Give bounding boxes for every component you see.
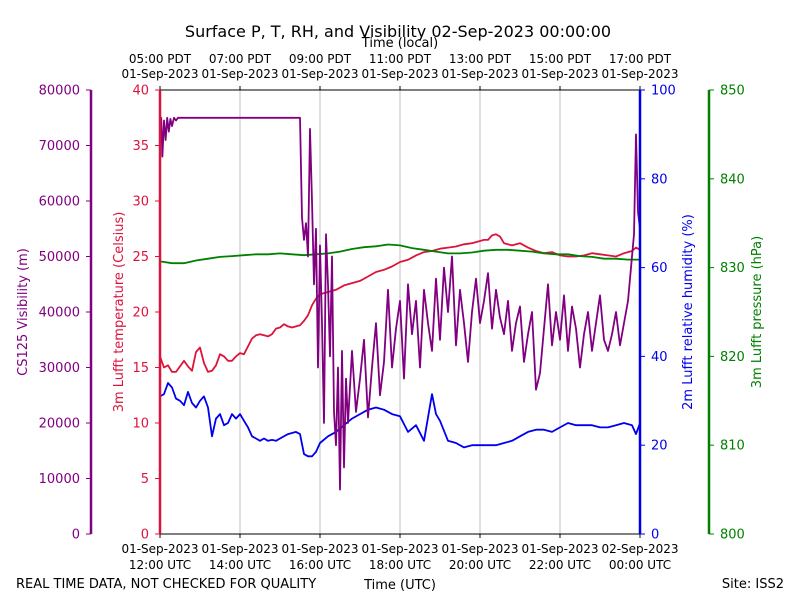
utc-tick-date: 01-Sep-2023 — [201, 542, 278, 556]
utc-tick-time: 22:00 UTC — [529, 558, 591, 572]
temperature-tick-label: 40 — [132, 84, 149, 99]
utc-tick-date: 01-Sep-2023 — [441, 542, 518, 556]
local-tick-time: 09:00 PDT — [289, 52, 352, 66]
pressure-tick-label: 850 — [720, 84, 745, 99]
temperature-tick-label: 20 — [132, 306, 149, 321]
local-tick-time: 11:00 PDT — [369, 52, 432, 66]
pressure-tick-label: 840 — [720, 172, 745, 187]
utc-tick-date: 02-Sep-2023 — [601, 542, 678, 556]
humidity-axis-label: 2m Lufft relative humidity (%) — [681, 214, 696, 410]
utc-tick-time: 14:00 UTC — [209, 558, 271, 572]
visibility-tick-label: 30000 — [39, 361, 80, 376]
local-tick-time: 07:00 PDT — [209, 52, 272, 66]
utc-tick-date: 01-Sep-2023 — [121, 542, 198, 556]
site-label: Site: ISS2 — [722, 577, 784, 592]
visibility-series-line — [159, 116, 641, 491]
temperature-tick-label: 25 — [132, 250, 149, 265]
humidity-tick-label: 40 — [651, 350, 668, 365]
temperature-tick-label: 35 — [132, 139, 149, 154]
quality-note: REAL TIME DATA, NOT CHECKED FOR QUALITY — [16, 577, 316, 592]
pressure-axis-label: 3m Lufft pressure (hPa) — [750, 236, 765, 388]
visibility-tick-label: 60000 — [39, 195, 80, 210]
utc-tick-date: 01-Sep-2023 — [361, 542, 438, 556]
humidity-tick-label: 20 — [651, 439, 668, 454]
value-axes: 0100002000030000400005000060000700008000… — [16, 84, 765, 543]
local-tick-time: 13:00 PDT — [449, 52, 512, 66]
utc-tick-time: 18:00 UTC — [369, 558, 431, 572]
local-tick-date: 01-Sep-2023 — [441, 67, 518, 81]
time-axes: 01-Sep-2023 12:00 UTC 01-Sep-2023 14:00 UTC… — [121, 52, 678, 572]
temperature-series-line — [159, 233, 641, 373]
local-tick-date: 01-Sep-2023 — [281, 67, 358, 81]
chart-title: Surface P, T, RH, and Visibility 02-Sep-… — [185, 22, 611, 41]
top-axis-label: Time (local) — [361, 36, 438, 51]
utc-tick-time: 20:00 UTC — [449, 558, 511, 572]
pressure-tick-label: 820 — [720, 350, 745, 365]
utc-tick-time: 12:00 UTC — [129, 558, 191, 572]
utc-tick-time: 00:00 UTC — [609, 558, 671, 572]
humidity-tick-label: 80 — [651, 172, 668, 187]
local-tick-date: 01-Sep-2023 — [601, 67, 678, 81]
visibility-tick-label: 70000 — [39, 139, 80, 154]
local-tick-time: 15:00 PDT — [529, 52, 592, 66]
visibility-tick-label: 20000 — [39, 417, 80, 432]
visibility-axis-label: CS125 Visibility (m) — [16, 248, 31, 376]
pressure-tick-label: 830 — [720, 261, 745, 276]
visibility-tick-label: 40000 — [39, 306, 80, 321]
utc-tick-time: 16:00 UTC — [289, 558, 351, 572]
temperature-axis-label: 3m Lufft temperature (Celsius) — [112, 212, 127, 413]
humidity-tick-label: 0 — [651, 528, 659, 543]
local-tick-date: 01-Sep-2023 — [121, 67, 198, 81]
local-tick-time: 17:00 PDT — [609, 52, 672, 66]
local-tick-time: 05:00 PDT — [129, 52, 192, 66]
utc-tick-date: 01-Sep-2023 — [521, 542, 598, 556]
local-tick-date: 01-Sep-2023 — [361, 67, 438, 81]
visibility-tick-label: 10000 — [39, 472, 80, 487]
humidity-tick-label: 60 — [651, 261, 668, 276]
visibility-tick-label: 0 — [72, 528, 80, 543]
local-tick-date: 01-Sep-2023 — [201, 67, 278, 81]
pressure-series-line — [159, 243, 640, 265]
x-axis-label: Time (UTC) — [363, 578, 436, 593]
temperature-tick-label: 10 — [132, 417, 149, 432]
utc-tick-date: 01-Sep-2023 — [281, 542, 358, 556]
temperature-tick-label: 15 — [132, 361, 149, 376]
temperature-tick-label: 30 — [132, 195, 149, 210]
pressure-tick-label: 800 — [720, 528, 745, 543]
local-tick-date: 01-Sep-2023 — [521, 67, 598, 81]
temperature-tick-label: 0 — [141, 528, 149, 543]
plot-series — [159, 116, 641, 491]
visibility-tick-label: 50000 — [39, 250, 80, 265]
pressure-tick-label: 810 — [720, 439, 745, 454]
visibility-tick-label: 80000 — [39, 84, 80, 99]
temperature-tick-label: 5 — [141, 472, 149, 487]
humidity-tick-label: 100 — [651, 84, 676, 99]
